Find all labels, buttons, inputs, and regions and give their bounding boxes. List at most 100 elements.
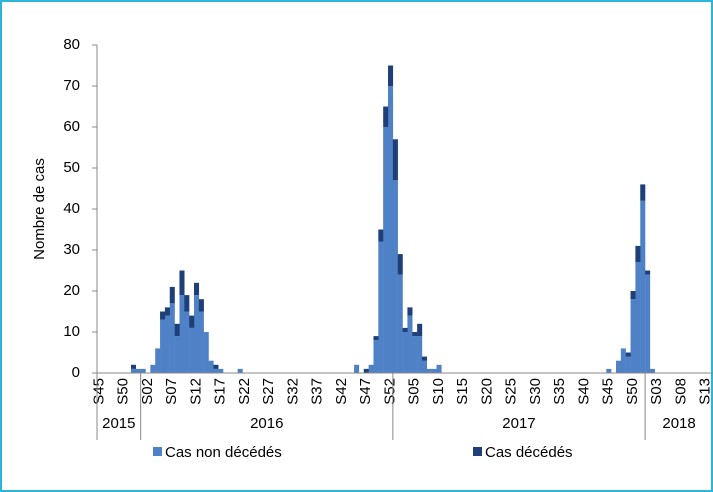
bar <box>649 368 655 373</box>
bar <box>160 319 166 373</box>
x-tick-label: S08 <box>672 378 689 405</box>
bar <box>174 323 180 337</box>
bar <box>213 364 219 369</box>
legend-label: Cas non décédés <box>165 444 282 461</box>
x-tick-label: S20 <box>478 378 495 405</box>
bar <box>169 303 175 373</box>
bar <box>184 311 190 373</box>
group-label: 2017 <box>502 415 535 432</box>
x-tick-label: S32 <box>284 378 301 405</box>
bar <box>378 229 384 242</box>
bar <box>392 180 398 373</box>
bar <box>194 295 200 373</box>
y-axis-title: Nombre de cas <box>31 158 48 260</box>
bar <box>645 274 651 373</box>
bar <box>169 286 175 304</box>
legend-label: Cas décédés <box>485 444 573 461</box>
x-tick-label: S40 <box>575 378 592 405</box>
x-tick-label: S45 <box>90 378 107 405</box>
bar <box>194 282 200 296</box>
x-tick-label: S50 <box>115 378 132 405</box>
y-tick-label: 80 <box>63 36 80 53</box>
bar <box>378 241 384 373</box>
bar <box>635 245 641 263</box>
bar <box>606 368 612 373</box>
x-tick-label: S02 <box>139 378 156 405</box>
x-tick-label: S47 <box>357 378 374 405</box>
y-tick-label: 0 <box>72 364 80 381</box>
bar <box>426 368 432 373</box>
x-tick-label: S13 <box>697 378 713 405</box>
y-tick-label: 10 <box>63 323 80 340</box>
bar <box>417 323 423 337</box>
bar <box>368 364 374 373</box>
y-tick-label: 60 <box>63 118 80 135</box>
bar <box>179 270 185 296</box>
bar <box>402 327 408 332</box>
bar <box>155 348 161 373</box>
bar <box>630 299 636 373</box>
bar <box>174 336 180 373</box>
x-tick-label: S17 <box>212 378 229 405</box>
bar <box>640 200 646 373</box>
bar <box>397 254 403 275</box>
bar <box>421 360 428 373</box>
x-tick-label: S05 <box>406 378 423 405</box>
bar <box>198 311 204 373</box>
bar <box>645 270 651 275</box>
x-tick-label: S35 <box>551 378 568 405</box>
bar <box>218 368 224 373</box>
bar <box>184 295 190 312</box>
bar <box>213 368 219 373</box>
x-tick-label: S03 <box>648 378 665 405</box>
bar <box>412 332 418 337</box>
bar <box>397 274 403 373</box>
bar <box>203 332 209 373</box>
bar <box>431 368 437 373</box>
bar <box>402 332 408 373</box>
bar <box>620 348 626 373</box>
legend-swatch <box>153 447 162 456</box>
bar <box>373 340 379 373</box>
bar <box>189 327 195 373</box>
bar <box>208 360 214 373</box>
bar <box>198 299 204 312</box>
x-tick-label: S30 <box>527 378 544 405</box>
x-tick-label: S22 <box>236 378 253 405</box>
bar <box>130 364 137 369</box>
x-tick-label: S45 <box>600 378 617 405</box>
bar <box>164 307 170 316</box>
bar <box>179 295 185 373</box>
bar <box>160 311 166 320</box>
bar <box>354 364 360 373</box>
bar <box>164 315 170 373</box>
y-tick-label: 20 <box>63 282 80 299</box>
bar <box>392 139 398 181</box>
x-tick-label: S50 <box>624 378 641 405</box>
bar <box>140 368 146 373</box>
bar <box>373 336 379 341</box>
bar <box>407 315 413 373</box>
legend-swatch <box>473 447 482 456</box>
y-tick-label: 50 <box>63 159 80 176</box>
x-tick-label: S52 <box>381 378 398 405</box>
x-tick-label: S25 <box>503 378 520 405</box>
bar <box>130 368 137 373</box>
y-tick-label: 40 <box>63 200 80 217</box>
group-label: 2016 <box>250 415 283 432</box>
bar <box>388 65 394 86</box>
x-tick-label: S15 <box>454 378 471 405</box>
bar <box>625 352 631 357</box>
x-tick-label: S27 <box>260 378 277 405</box>
x-tick-label: S07 <box>163 378 180 405</box>
y-tick-label: 70 <box>63 77 80 94</box>
bar <box>635 262 641 373</box>
bar <box>237 368 243 373</box>
x-tick-label: S12 <box>187 378 204 405</box>
x-tick-label: S42 <box>333 378 350 405</box>
bar <box>189 315 195 328</box>
bar <box>436 364 442 373</box>
bar <box>412 336 418 373</box>
